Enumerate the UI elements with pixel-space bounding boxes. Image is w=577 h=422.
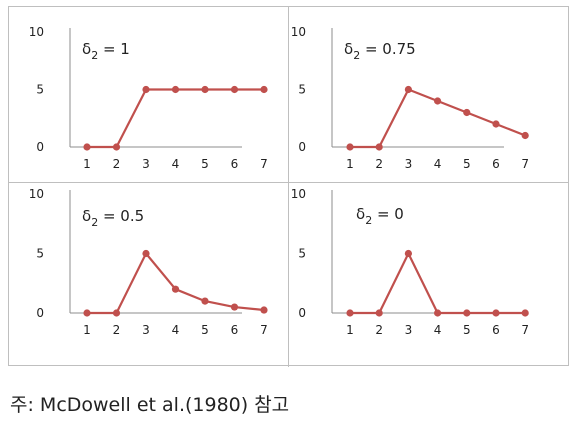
x-tick-label: 7 xyxy=(260,323,268,337)
x-tick-label: 1 xyxy=(346,323,354,337)
data-point xyxy=(463,108,471,117)
x-tick-label: 1 xyxy=(83,157,91,171)
x-tick-label: 1 xyxy=(346,157,354,171)
x-tick-label: 6 xyxy=(231,323,239,337)
data-point xyxy=(230,85,239,94)
x-tick-label: 7 xyxy=(260,157,268,171)
y-tick-label: 0 xyxy=(36,306,44,320)
chart-panel-delta-0-5: 0 5 10 1 2 3 4 5 6 7 δ2 = 0.5 xyxy=(9,183,289,367)
chart-svg: 0 5 10 1 2 3 4 5 6 7 δ2 = 0.75 xyxy=(291,25,529,171)
chart-panel-delta-1: 0 5 10 1 2 3 4 5 6 7 δ2 = 1 xyxy=(9,7,289,183)
chart-panel-delta-0: 0 5 10 1 2 3 4 5 6 7 δ2 = 0 xyxy=(289,183,569,367)
data-point xyxy=(142,249,150,258)
series-line xyxy=(87,252,265,315)
chart-svg: 0 5 10 1 2 3 4 5 6 7 δ2 = 0.5 xyxy=(29,187,268,337)
delta-label: δ2 = 1 xyxy=(82,40,130,62)
data-point xyxy=(492,309,500,317)
x-tick-label: 6 xyxy=(492,323,500,337)
x-tick-label: 2 xyxy=(113,157,121,171)
y-tick-label: 5 xyxy=(36,83,44,97)
data-point xyxy=(201,297,209,305)
x-tick-label: 7 xyxy=(521,323,529,337)
delta-label: δ2 = 0 xyxy=(356,205,404,227)
x-tick-label: 6 xyxy=(492,157,500,171)
data-point xyxy=(521,131,529,140)
x-tick-label: 5 xyxy=(201,323,209,337)
x-tick-label: 4 xyxy=(434,157,442,171)
y-tick-label: 0 xyxy=(36,140,44,154)
data-point xyxy=(83,309,91,317)
x-tick-label: 5 xyxy=(463,323,471,337)
chart-svg: 0 5 10 1 2 3 4 5 6 7 δ2 = 1 xyxy=(29,25,268,171)
x-tick-label: 4 xyxy=(172,323,180,337)
data-point xyxy=(346,143,354,151)
y-tick-label: 10 xyxy=(29,25,44,39)
y-tick-label: 10 xyxy=(29,187,44,201)
x-tick-label: 3 xyxy=(405,323,413,337)
data-point xyxy=(260,85,268,94)
data-point xyxy=(83,143,91,151)
x-tick-label: 7 xyxy=(521,157,529,171)
data-point xyxy=(112,143,121,151)
chart-grid: 0 5 10 1 2 3 4 5 6 7 δ2 = 1 0 5 10 1 2 3 4 5 6 7 δ2 = 0.75 0… xyxy=(8,6,569,367)
data-point xyxy=(521,309,529,317)
x-tick-label: 6 xyxy=(231,157,239,171)
x-tick-label: 2 xyxy=(113,323,121,337)
data-point xyxy=(463,309,471,317)
source-note: 주: McDowell et al.(1980) 참고 xyxy=(10,394,290,416)
data-point xyxy=(434,309,442,317)
data-point xyxy=(171,85,180,94)
data-point xyxy=(375,309,383,317)
y-tick-label: 5 xyxy=(36,247,44,261)
x-tick-label: 4 xyxy=(434,323,442,337)
y-tick-label: 5 xyxy=(298,83,306,97)
y-tick-label: 10 xyxy=(291,187,306,201)
data-point xyxy=(404,249,412,258)
chart-panel-delta-0-75: 0 5 10 1 2 3 4 5 6 7 δ2 = 0.75 xyxy=(289,7,569,183)
x-tick-label: 3 xyxy=(405,157,413,171)
data-point xyxy=(142,85,150,94)
data-point xyxy=(201,85,209,94)
x-tick-label: 2 xyxy=(375,323,383,337)
data-point xyxy=(375,143,383,151)
data-point xyxy=(346,309,354,317)
data-point xyxy=(260,306,268,314)
delta-label: δ2 = 0.5 xyxy=(82,207,144,229)
series-line xyxy=(350,252,526,315)
x-tick-label: 3 xyxy=(142,157,150,171)
data-point xyxy=(492,120,500,128)
data-point xyxy=(171,285,180,293)
chart-svg: 0 5 10 1 2 3 4 5 6 7 δ2 = 0 xyxy=(291,187,529,337)
data-point xyxy=(230,303,239,311)
y-tick-label: 5 xyxy=(298,247,306,261)
y-tick-label: 0 xyxy=(298,306,306,320)
data-point xyxy=(112,309,121,317)
y-tick-label: 0 xyxy=(298,140,306,154)
series-line xyxy=(87,88,264,149)
delta-label: δ2 = 0.75 xyxy=(344,40,416,62)
x-tick-label: 3 xyxy=(142,323,150,337)
data-point xyxy=(434,97,442,105)
x-tick-label: 5 xyxy=(201,157,209,171)
x-tick-label: 4 xyxy=(172,157,180,171)
data-point xyxy=(404,85,412,94)
x-tick-label: 5 xyxy=(463,157,471,171)
x-tick-label: 2 xyxy=(375,157,383,171)
x-tick-label: 1 xyxy=(83,323,91,337)
y-tick-label: 10 xyxy=(291,25,306,39)
